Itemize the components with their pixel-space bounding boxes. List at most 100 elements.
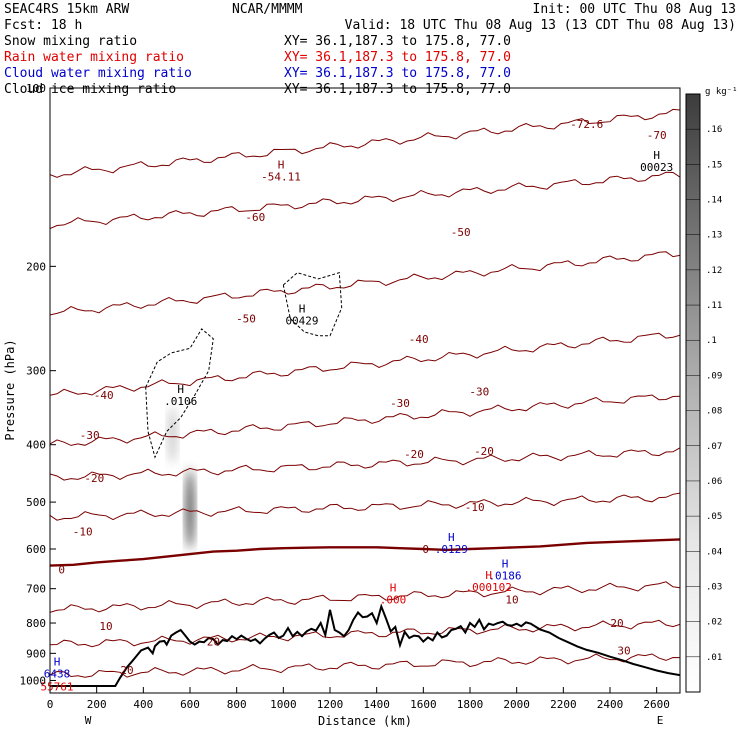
- header-center: NCAR/MMMM: [232, 2, 303, 17]
- colorbar-label-4: .05: [706, 512, 722, 522]
- y-tick-label-600: 600: [26, 543, 46, 556]
- legend-snow-xy: XY= 36.1,187.3 to 175.8, 77.0: [284, 34, 511, 49]
- max-marker-7: H: [390, 582, 397, 595]
- cloud-ice-layer: [145, 272, 343, 459]
- x-tick-label-800: 800: [227, 698, 247, 711]
- max-marker-8: H: [54, 655, 61, 668]
- y-tick-label-1000: 1000: [20, 674, 47, 687]
- x-tick-label-400: 400: [133, 698, 153, 711]
- contour-label-2: -60: [245, 211, 265, 224]
- contour-label-5: -40: [409, 333, 429, 346]
- y-tick-label-400: 400: [26, 439, 46, 452]
- isotherm-30: [50, 653, 680, 678]
- x-tick-label-2400: 2400: [597, 698, 624, 711]
- isotherm--70: [50, 108, 680, 178]
- max-value-8: 6438: [44, 667, 71, 680]
- contour-label-9: -30: [80, 429, 100, 442]
- snow-shading-1: [168, 406, 177, 464]
- x-tick-label-2600: 2600: [643, 698, 670, 711]
- max-marker-2: H: [299, 303, 306, 316]
- legend-cloud-water-xy: XY= 36.1,187.3 to 175.8, 77.0: [284, 66, 511, 81]
- contour-label-18: 10: [99, 620, 112, 633]
- axes: 0 200 400 600 800 1000 1200 1400 1600 1800 2000 220…: [20, 82, 670, 711]
- colorbar-label-15: .16: [706, 125, 722, 135]
- x-tick-label-1800: 1800: [457, 698, 484, 711]
- y-tick-label-800: 800: [26, 617, 46, 630]
- isotherm--10: [50, 492, 680, 521]
- x-tick-label-1400: 1400: [363, 698, 390, 711]
- header: SEAC4RS 15km ARW Fcst: 18 h NCAR/MMMM In…: [4, 2, 736, 33]
- max-value-6: .000102: [465, 581, 511, 594]
- isotherm-layer: [50, 108, 680, 678]
- colorbar-label-11: .12: [706, 266, 722, 276]
- colorbar-label-14: .15: [706, 160, 722, 170]
- plot-frame: [49, 87, 681, 694]
- terrain-layer: [50, 603, 680, 687]
- contour-label-layer: -72.6 -70 -60 -50 -50 -40 -40 -30 -30 -30 -20 -20 -2…: [58, 118, 666, 677]
- contour-label-16: 0: [58, 564, 65, 577]
- y-tick-label-200: 200: [26, 260, 46, 273]
- colorbar-label-12: .13: [706, 231, 722, 241]
- y-tick-label-top: 100: [26, 82, 46, 95]
- contour-label-0: -72.6: [570, 118, 603, 131]
- contour-label-13: -10: [465, 501, 485, 514]
- contour-label-12: -20: [84, 472, 104, 485]
- max-value-9: 55761: [40, 680, 73, 693]
- max-value-0: -54.11: [261, 171, 301, 184]
- snow-shading-0: [186, 469, 194, 550]
- colorbar-units: g kg⁻¹: [705, 87, 738, 97]
- snow-shading-layer: [168, 406, 194, 550]
- colorbar: g kg⁻¹ .01 .02 .03 .04 .05 .06 .07 .08 .09 .1 .11.…: [685, 87, 738, 693]
- x-tick-label-1200: 1200: [317, 698, 344, 711]
- x-tick-label-600: 600: [180, 698, 200, 711]
- contour-label-17: 10: [505, 593, 518, 606]
- max-marker-0: H: [278, 159, 285, 172]
- x-tick-label-0: 0: [47, 698, 54, 711]
- colorbar-label-7: .08: [706, 407, 722, 417]
- y-axis-title: Pressure (hPa): [3, 339, 17, 440]
- isotherm--50: [50, 251, 680, 316]
- contour-label-8: -30: [469, 385, 489, 398]
- colorbar-label-5: .06: [706, 477, 722, 487]
- isotherm-10: [50, 581, 680, 613]
- header-forecast: Fcst: 18 h: [4, 18, 82, 33]
- header-model: SEAC4RS 15km ARW: [4, 2, 129, 17]
- max-value-3: .0106: [164, 395, 197, 408]
- legend-rain-xy: XY= 36.1,187.3 to 175.8, 77.0: [284, 50, 511, 65]
- contour-label-20: 20: [207, 636, 220, 649]
- maxima-layer: H-54.11H00023H00429H.0106H.0129H.0186H.0…: [40, 149, 673, 693]
- isotherm--20: [50, 447, 680, 481]
- contour-label-19: 20: [610, 617, 623, 630]
- max-marker-3: H: [177, 383, 184, 396]
- max-value-4: .0129: [435, 543, 468, 556]
- legend-snow-name: Snow mixing ratio: [4, 34, 137, 49]
- contour-label-11: -20: [474, 445, 494, 458]
- colorbar-label-2: .03: [706, 582, 722, 592]
- max-value-1: 00023: [640, 161, 673, 174]
- header-valid: Valid: 18 UTC Thu 08 Aug 13 (13 CDT Thu …: [345, 18, 736, 33]
- contour-label-21: 20: [120, 664, 133, 677]
- legend-cloud-water-name: Cloud water mixing ratio: [4, 66, 192, 81]
- cloud-ice-contour-1: [282, 272, 343, 337]
- max-marker-5: H: [502, 558, 509, 571]
- west-end-label: W: [85, 714, 92, 727]
- max-marker-1: H: [653, 149, 660, 162]
- contour-label-6: -40: [94, 389, 114, 402]
- colorbar-label-0: .01: [706, 653, 722, 663]
- terrain-line: [50, 603, 680, 687]
- y-tick-label-500: 500: [26, 496, 46, 509]
- contour-label-4: -50: [236, 313, 256, 326]
- legend-rain-name: Rain water mixing ratio: [4, 50, 184, 65]
- isotherm-0-freezing-line: [50, 538, 680, 567]
- isotherm--40: [50, 332, 680, 396]
- contour-label-22: 30: [617, 644, 630, 657]
- max-marker-6: H: [485, 569, 492, 582]
- cloud-ice-contour-0: [145, 328, 214, 459]
- isotherm-20: [50, 619, 680, 648]
- legend: Snow mixing ratio XY= 36.1,187.3 to 175.…: [4, 34, 511, 97]
- colorbar-label-8: .09: [706, 371, 722, 381]
- x-tick-label-1000: 1000: [270, 698, 297, 711]
- contour-label-3: -50: [451, 226, 471, 239]
- y-tick-label-300: 300: [26, 365, 46, 378]
